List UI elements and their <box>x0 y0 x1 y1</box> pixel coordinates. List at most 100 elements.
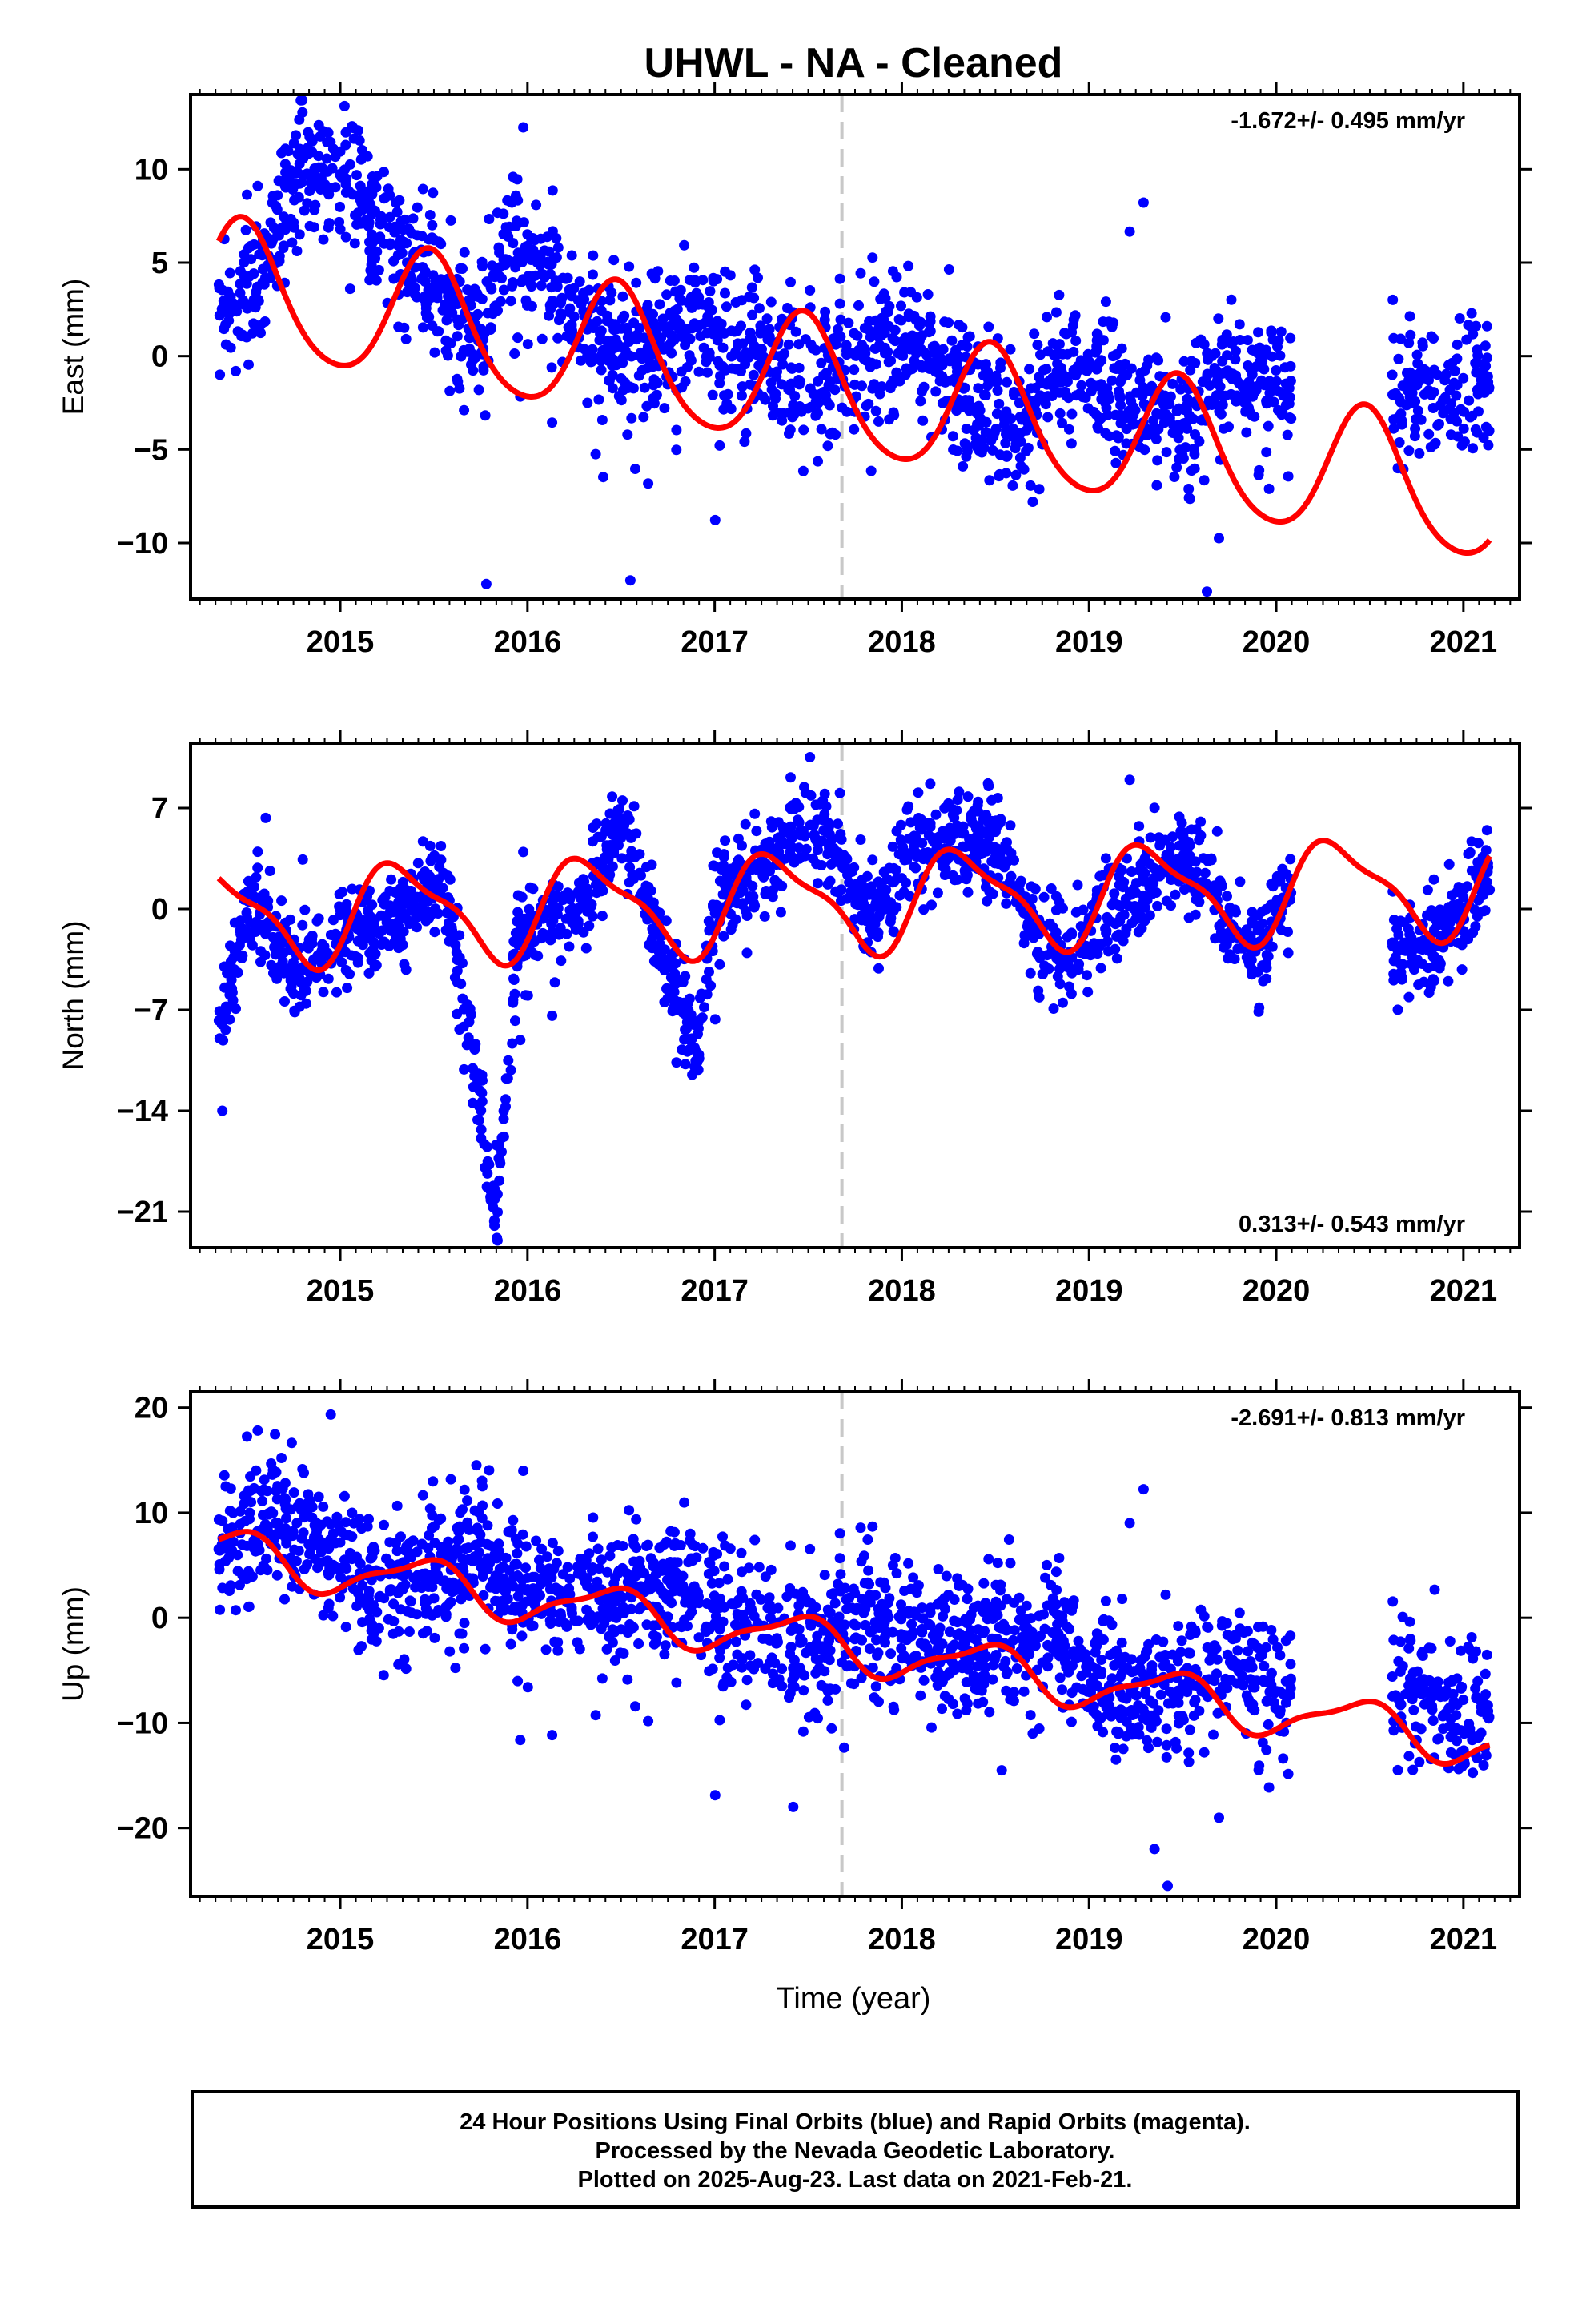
data-point <box>1042 412 1054 423</box>
data-point <box>352 207 363 219</box>
data-point <box>1253 469 1264 480</box>
data-point <box>760 394 771 405</box>
data-point <box>417 183 428 195</box>
data-point <box>992 385 1003 396</box>
data-point <box>1278 390 1289 401</box>
data-point <box>1148 878 1159 889</box>
data-point <box>1100 923 1111 934</box>
data-point <box>983 1554 994 1565</box>
data-point <box>766 384 777 396</box>
data-point <box>1472 427 1483 438</box>
data-point <box>596 1554 607 1566</box>
data-point <box>340 1517 351 1528</box>
data-point <box>276 147 287 159</box>
data-point <box>672 304 683 315</box>
data-point <box>752 863 763 875</box>
data-point <box>888 407 899 418</box>
data-point <box>1393 353 1404 364</box>
data-point <box>937 360 948 371</box>
data-point <box>215 369 226 380</box>
data-point <box>830 429 841 440</box>
data-point <box>1054 1553 1065 1563</box>
data-point <box>788 852 799 863</box>
data-point <box>505 296 516 307</box>
data-point <box>1234 1607 1245 1618</box>
data-point <box>891 271 902 283</box>
data-point <box>927 835 938 846</box>
data-point <box>766 842 777 854</box>
data-point <box>556 955 567 967</box>
data-point <box>976 447 987 458</box>
data-point <box>624 1505 635 1516</box>
data-point <box>420 276 431 287</box>
data-point <box>318 234 329 245</box>
data-point <box>590 1710 601 1721</box>
data-point <box>530 270 541 281</box>
data-point <box>864 316 875 327</box>
data-point <box>720 287 730 299</box>
data-point <box>482 1168 493 1179</box>
data-point <box>621 322 632 333</box>
data-point <box>1114 900 1126 911</box>
data-point <box>1395 396 1406 408</box>
data-point <box>588 1512 599 1523</box>
data-point <box>1234 378 1245 388</box>
data-point <box>303 148 314 159</box>
data-point <box>607 861 618 872</box>
data-point <box>330 928 341 939</box>
data-point <box>991 843 1002 854</box>
data-point <box>1050 307 1062 318</box>
data-point <box>915 396 926 407</box>
data-point <box>697 275 709 286</box>
data-point <box>805 285 816 296</box>
data-point <box>687 1069 698 1080</box>
data-point <box>1064 981 1074 992</box>
data-point <box>927 341 938 352</box>
data-point <box>891 826 902 837</box>
data-point <box>327 915 339 926</box>
data-point <box>596 415 608 425</box>
data-point <box>477 1571 488 1582</box>
data-point <box>905 287 917 298</box>
data-point <box>1215 927 1227 938</box>
data-point <box>671 1677 682 1688</box>
data-point <box>1411 413 1421 424</box>
data-point <box>287 960 299 971</box>
data-point <box>492 207 503 219</box>
data-point <box>783 339 794 350</box>
data-point <box>1452 904 1463 915</box>
data-point <box>232 326 243 337</box>
data-point <box>1054 289 1065 300</box>
data-point <box>1113 929 1124 940</box>
data-point <box>228 951 239 963</box>
data-point <box>279 1594 290 1605</box>
data-point <box>737 840 747 851</box>
data-point <box>952 794 963 806</box>
data-point <box>654 299 665 310</box>
data-point <box>1428 874 1439 885</box>
data-point <box>1092 948 1103 959</box>
data-point <box>391 207 403 218</box>
data-point <box>1054 896 1065 907</box>
data-point <box>816 860 827 870</box>
data-point <box>1395 408 1407 420</box>
x-tick-label: 2020 <box>1243 625 1311 659</box>
data-point <box>962 1583 974 1594</box>
data-point <box>709 514 721 525</box>
data-point <box>1261 973 1272 984</box>
data-point <box>994 398 1005 409</box>
data-point <box>622 429 633 440</box>
data-point <box>630 1701 640 1712</box>
data-point <box>276 222 287 233</box>
data-point <box>833 818 843 830</box>
data-point <box>896 300 906 312</box>
data-point <box>1186 824 1197 835</box>
data-point <box>725 270 736 281</box>
data-point <box>340 964 351 975</box>
rate-annotation: -1.672+/- 0.495 mm/yr <box>1231 108 1465 134</box>
data-point <box>819 1570 830 1581</box>
data-point <box>947 431 958 442</box>
data-point <box>719 878 730 889</box>
data-point <box>822 817 833 828</box>
